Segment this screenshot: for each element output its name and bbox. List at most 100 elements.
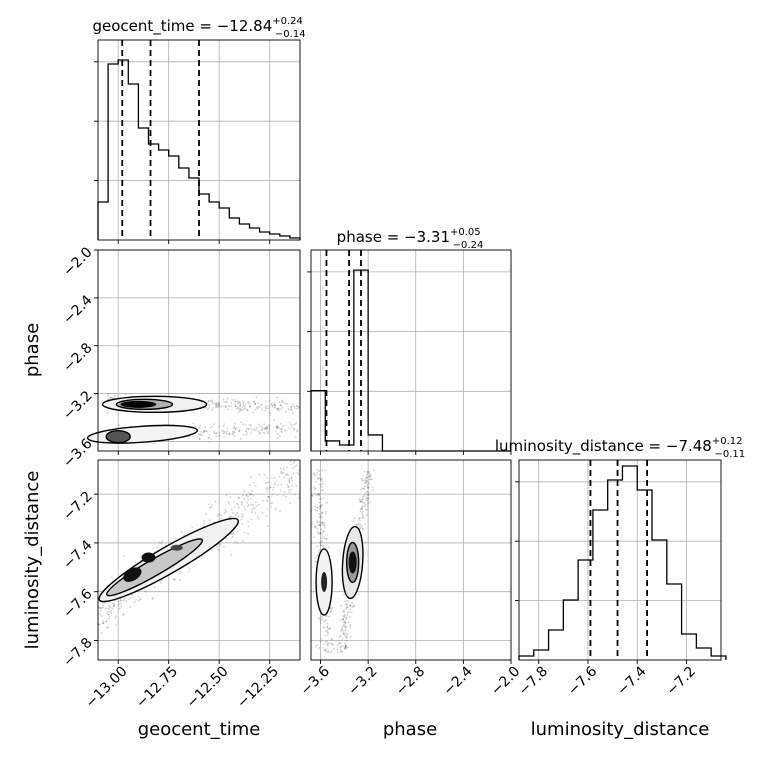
scatter-point [206, 430, 208, 433]
scatter-point [353, 517, 356, 520]
y-tick-label: −7.8 [60, 635, 95, 670]
scatter-point [110, 396, 113, 399]
scatter-point [319, 532, 322, 534]
scatter-point [365, 490, 368, 493]
scatter-point [365, 481, 368, 483]
scatter-point [281, 472, 283, 474]
scatter-point [361, 507, 364, 510]
scatter-point [265, 488, 267, 490]
scatter-point [293, 405, 296, 408]
scatter-point [110, 609, 113, 612]
scatter-point [291, 426, 293, 429]
x-axis-label-phase: phase [383, 719, 437, 740]
scatter-point [198, 438, 201, 440]
scatter-point [257, 515, 259, 518]
scatter-point [254, 429, 257, 432]
scatter-point [363, 488, 366, 490]
scatter-point [290, 477, 293, 479]
scatter-point [269, 502, 272, 505]
scatter-point [368, 471, 370, 473]
scatter-point [311, 495, 314, 497]
scatter-point [317, 492, 319, 495]
scatter-point [237, 406, 239, 409]
scatter-point [365, 481, 367, 484]
scatter-point [239, 408, 242, 410]
histogram-line [518, 465, 727, 660]
scatter-point [261, 403, 263, 406]
scatter-point [371, 486, 374, 488]
scatter-point [341, 626, 344, 629]
scatter-point [231, 535, 234, 538]
scatter-point [340, 629, 343, 631]
scatter-point [293, 465, 296, 468]
scatter-point [324, 634, 327, 637]
scatter-point [282, 494, 285, 497]
scatter-point [215, 406, 218, 409]
scatter-point [238, 401, 241, 403]
scatter-point [255, 505, 258, 507]
scatter-point [250, 489, 252, 492]
scatter-point [209, 426, 212, 429]
scatter-point [325, 615, 327, 618]
scatter-point [344, 646, 346, 649]
scatter-point [296, 429, 298, 432]
scatter-point [318, 549, 320, 551]
scatter-point [238, 430, 240, 432]
scatter-point [342, 615, 345, 618]
scatter-point [234, 422, 237, 425]
scatter-point [320, 486, 323, 488]
scatter-point [265, 428, 268, 431]
scatter-point [108, 610, 111, 613]
scatter-point [201, 555, 203, 558]
scatter-point [224, 405, 227, 408]
title-plus-error: +0.05 [450, 227, 481, 238]
scatter-point [160, 582, 163, 584]
scatter-point [367, 486, 369, 489]
scatter-point [238, 402, 241, 404]
scatter-point [293, 460, 296, 463]
scatter-point [314, 487, 317, 490]
scatter-point [365, 477, 368, 480]
scatter-point [316, 506, 319, 509]
scatter-point [362, 498, 364, 500]
scatter-point [208, 407, 211, 409]
scatter-point [210, 549, 213, 552]
scatter-point [336, 644, 339, 647]
x-tick-label: −12.25 [234, 663, 282, 711]
scatter-point [237, 400, 239, 402]
scatter-point [336, 651, 339, 653]
scatter-point [339, 635, 341, 638]
scatter-point [107, 607, 109, 610]
scatter-point [314, 493, 317, 495]
scatter-point [329, 651, 331, 654]
scatter-point [120, 599, 123, 602]
scatter-point [258, 432, 261, 435]
scatter-point [366, 485, 369, 488]
scatter-point [319, 532, 322, 535]
scatter-point [267, 407, 270, 410]
scatter-point [264, 427, 267, 430]
scatter-point [254, 402, 256, 405]
scatter-point [207, 400, 210, 403]
scatter-point [235, 427, 238, 429]
scatter-point [292, 403, 294, 406]
scatter-point [242, 408, 245, 410]
scatter-point [283, 424, 286, 427]
scatter-point [250, 493, 252, 496]
scatter-point [358, 523, 360, 526]
scatter-point [266, 432, 269, 435]
scatter-point [349, 604, 352, 607]
scatter-point [102, 622, 105, 624]
scatter-point [292, 424, 295, 427]
title-plus-error: +0.12 [712, 436, 743, 447]
contour-core [123, 567, 142, 582]
scatter-point [252, 504, 255, 507]
scatter-point [130, 596, 132, 599]
x-tick-label: −12.50 [184, 663, 232, 711]
scatter-point [326, 631, 329, 634]
scatter-point [290, 484, 293, 487]
scatter-point [110, 612, 113, 614]
scatter-point [322, 647, 325, 649]
scatter-point [329, 607, 332, 610]
